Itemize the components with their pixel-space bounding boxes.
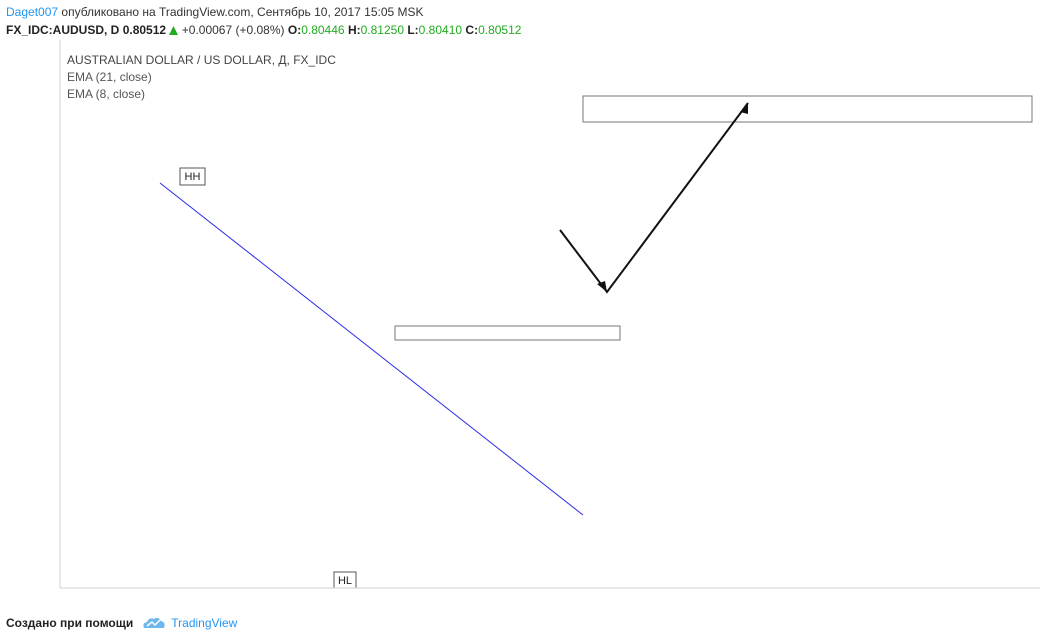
annotation-box xyxy=(179,167,206,186)
annotation: HL xyxy=(338,575,352,587)
ohlc-key: C: xyxy=(465,23,479,37)
ohlc: O:0.80446 H:0.81250 L:0.80410 C:0.80512 xyxy=(288,23,522,37)
annotation: HH xyxy=(185,171,201,183)
author[interactable]: Daget007 xyxy=(6,5,59,19)
symbol: FX_IDC:AUDUSD, D xyxy=(6,23,120,37)
legend-entry: EMA (8, close) xyxy=(67,87,145,101)
drawings: HH HL xyxy=(159,95,1033,589)
trend-line xyxy=(159,182,584,516)
legend-entry: EMA (21, close) xyxy=(67,70,152,84)
header: Daget007 опубликовано на TradingView.com… xyxy=(6,3,521,39)
ohlc-value: 0.80446 xyxy=(301,23,345,37)
up-triangle xyxy=(169,26,179,35)
chart-title: AUSTRALIAN DOLLAR / US DOLLAR, Д, FX_IDC xyxy=(67,53,336,67)
ohlc-key: O: xyxy=(287,23,302,37)
arrow-head xyxy=(597,281,607,292)
change: +0.00067 (+0.08%) xyxy=(181,23,285,37)
logo xyxy=(143,617,165,628)
ohlc-key: H: xyxy=(347,23,361,37)
last-price: 0.80512 xyxy=(122,23,167,37)
ohlc-value: 0.80410 xyxy=(418,23,463,37)
header-line-1: Daget007 опубликовано на TradingView.com… xyxy=(6,3,521,21)
ohlc-value: 0.80512 xyxy=(478,23,522,37)
target-box xyxy=(582,95,1033,123)
made-with: Создано при помощи xyxy=(6,616,134,630)
footer: Создано при помощи TradingView xyxy=(6,615,237,631)
plot-area xyxy=(60,45,1040,588)
published: опубликовано на TradingView.com, Сентябр… xyxy=(61,5,424,19)
arrow-head xyxy=(740,103,748,114)
ohlc-key: L: xyxy=(407,23,419,37)
brand[interactable]: TradingView xyxy=(171,616,238,630)
header-line-2: FX_IDC:AUDUSD, D 0.80512 +0.00067 (+0.08… xyxy=(6,21,521,39)
ohlc-value: 0.81250 xyxy=(360,23,404,37)
zone-box xyxy=(394,325,621,341)
